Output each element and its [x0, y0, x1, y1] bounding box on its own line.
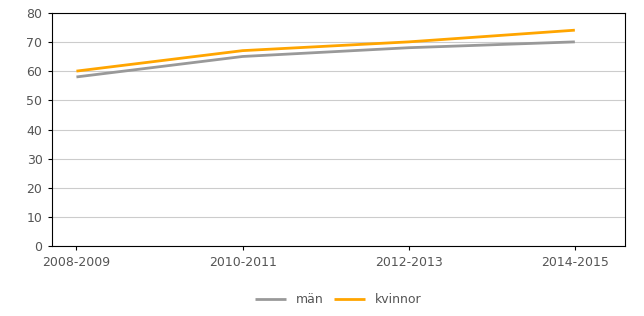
kvinnor: [73, 69, 80, 73]
män: [239, 55, 247, 58]
kvinnor: [405, 40, 413, 44]
Line: män: män: [77, 42, 575, 77]
män: [405, 46, 413, 50]
kvinnor: [239, 49, 247, 52]
Line: kvinnor: kvinnor: [77, 30, 575, 71]
kvinnor: [571, 28, 579, 32]
män: [571, 40, 579, 44]
män: [73, 75, 80, 79]
Legend: män, kvinnor: män, kvinnor: [250, 288, 426, 311]
